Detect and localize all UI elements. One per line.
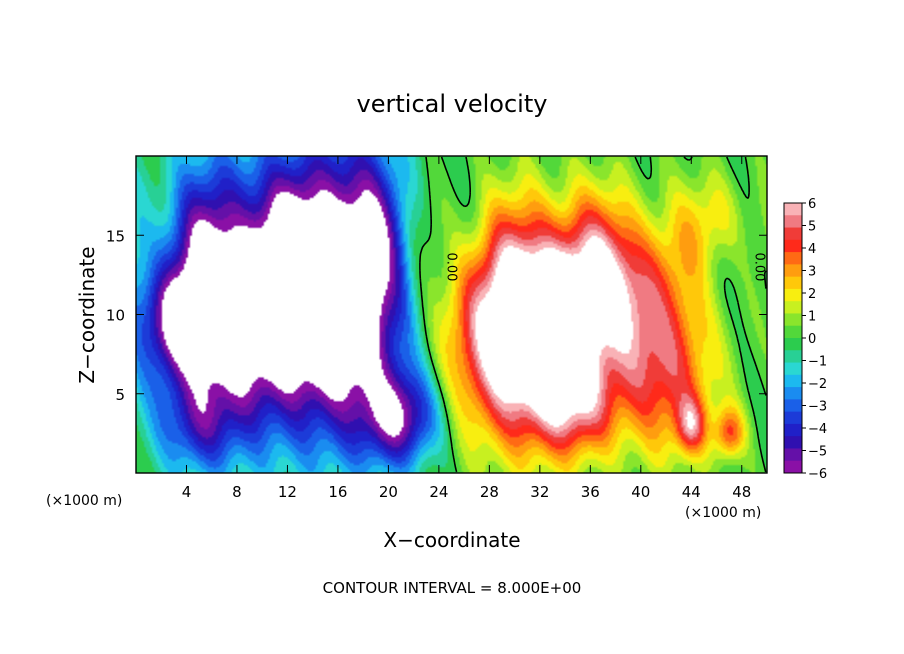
colorbar-swatch (784, 411, 802, 425)
colorbar-swatch (784, 448, 802, 462)
colorbar-swatch (784, 338, 802, 351)
colorbar-swatch (784, 374, 802, 388)
y-axis-label: Z−coordinate (75, 246, 99, 383)
colorbar-swatch (784, 399, 802, 413)
contour-interval-note: CONTOUR INTERVAL = 8.000E+00 (323, 579, 582, 597)
x-tick-label: 28 (480, 483, 499, 501)
x-tick-label: 40 (631, 483, 650, 501)
colorbar-swatch (784, 288, 802, 302)
colorbar-label: 5 (808, 220, 816, 235)
y-tick-labels: 5 10 15 (106, 227, 125, 404)
colorbar-label: 0 (808, 332, 816, 347)
colorbar-label: 4 (808, 242, 816, 257)
x-tick-labels: 4 8 12 16 20 24 28 32 36 40 44 48 (182, 483, 752, 501)
plot-area: 0.00 0.00 (135, 155, 768, 474)
y-tick-label: 15 (106, 227, 125, 245)
x-tick-label: 24 (429, 483, 448, 501)
colorbar-swatch (784, 252, 802, 265)
colorbar-label: −3 (808, 400, 827, 415)
x-unit-right: (×1000 m) (685, 505, 761, 521)
x-tick-label: 20 (379, 483, 398, 501)
colorbar-label: −1 (808, 355, 827, 370)
x-unit-left: (×1000 m) (46, 493, 122, 509)
colorbar-swatch (784, 436, 802, 449)
colorbar-label: −6 (808, 467, 827, 482)
colorbar-swatch (784, 215, 802, 229)
colorbar-swatch (784, 313, 802, 327)
x-tick-label: 44 (682, 483, 701, 501)
chart-title: vertical velocity (357, 90, 548, 118)
colorbar-label: −2 (808, 377, 827, 392)
colorbar-swatch (784, 239, 802, 253)
y-tick-label: 10 (106, 307, 125, 325)
x-axis-label: X−coordinate (383, 528, 520, 552)
x-tick-label: 12 (278, 483, 297, 501)
colorbar-swatch (784, 362, 802, 376)
contour-label: 0.00 (444, 252, 459, 281)
x-tick-label: 8 (232, 483, 242, 501)
colorbar-swatch (784, 276, 802, 290)
x-tick-label: 4 (182, 483, 192, 501)
velocity-field (136, 156, 767, 473)
colorbar-swatch (784, 387, 802, 400)
colorbar (783, 202, 806, 474)
y-tick-label: 5 (115, 386, 125, 404)
colorbar-swatch (784, 203, 802, 216)
colorbar-swatch (784, 325, 802, 339)
x-tick-label: 36 (581, 483, 600, 501)
colorbar-label: 6 (808, 197, 816, 212)
contour-label: 0.00 (752, 252, 767, 281)
colorbar-label: −4 (808, 422, 827, 437)
contour-lines (419, 156, 767, 473)
colorbar-swatch (784, 460, 802, 474)
colorbar-label: −5 (808, 445, 827, 460)
colorbar-swatch (784, 227, 802, 241)
colorbar-swatch (784, 350, 802, 364)
x-tick-label: 16 (328, 483, 347, 501)
zero-contour (419, 156, 767, 473)
x-tick-label: 48 (732, 483, 751, 501)
x-tick-label: 32 (530, 483, 549, 501)
colorbar-swatch (784, 301, 802, 314)
axis-ticks (136, 156, 767, 473)
colorbar-label: 3 (808, 265, 816, 280)
colorbar-labels: 6 5 4 3 2 1 0 −1 −2 −3 −4 −5 −6 (808, 197, 827, 482)
colorbar-swatch (784, 264, 802, 278)
contour-labels: 0.00 0.00 (444, 252, 767, 281)
colorbar-label: 1 (808, 310, 816, 325)
colorbar-swatch (784, 423, 802, 437)
colorbar-label: 2 (808, 287, 816, 302)
